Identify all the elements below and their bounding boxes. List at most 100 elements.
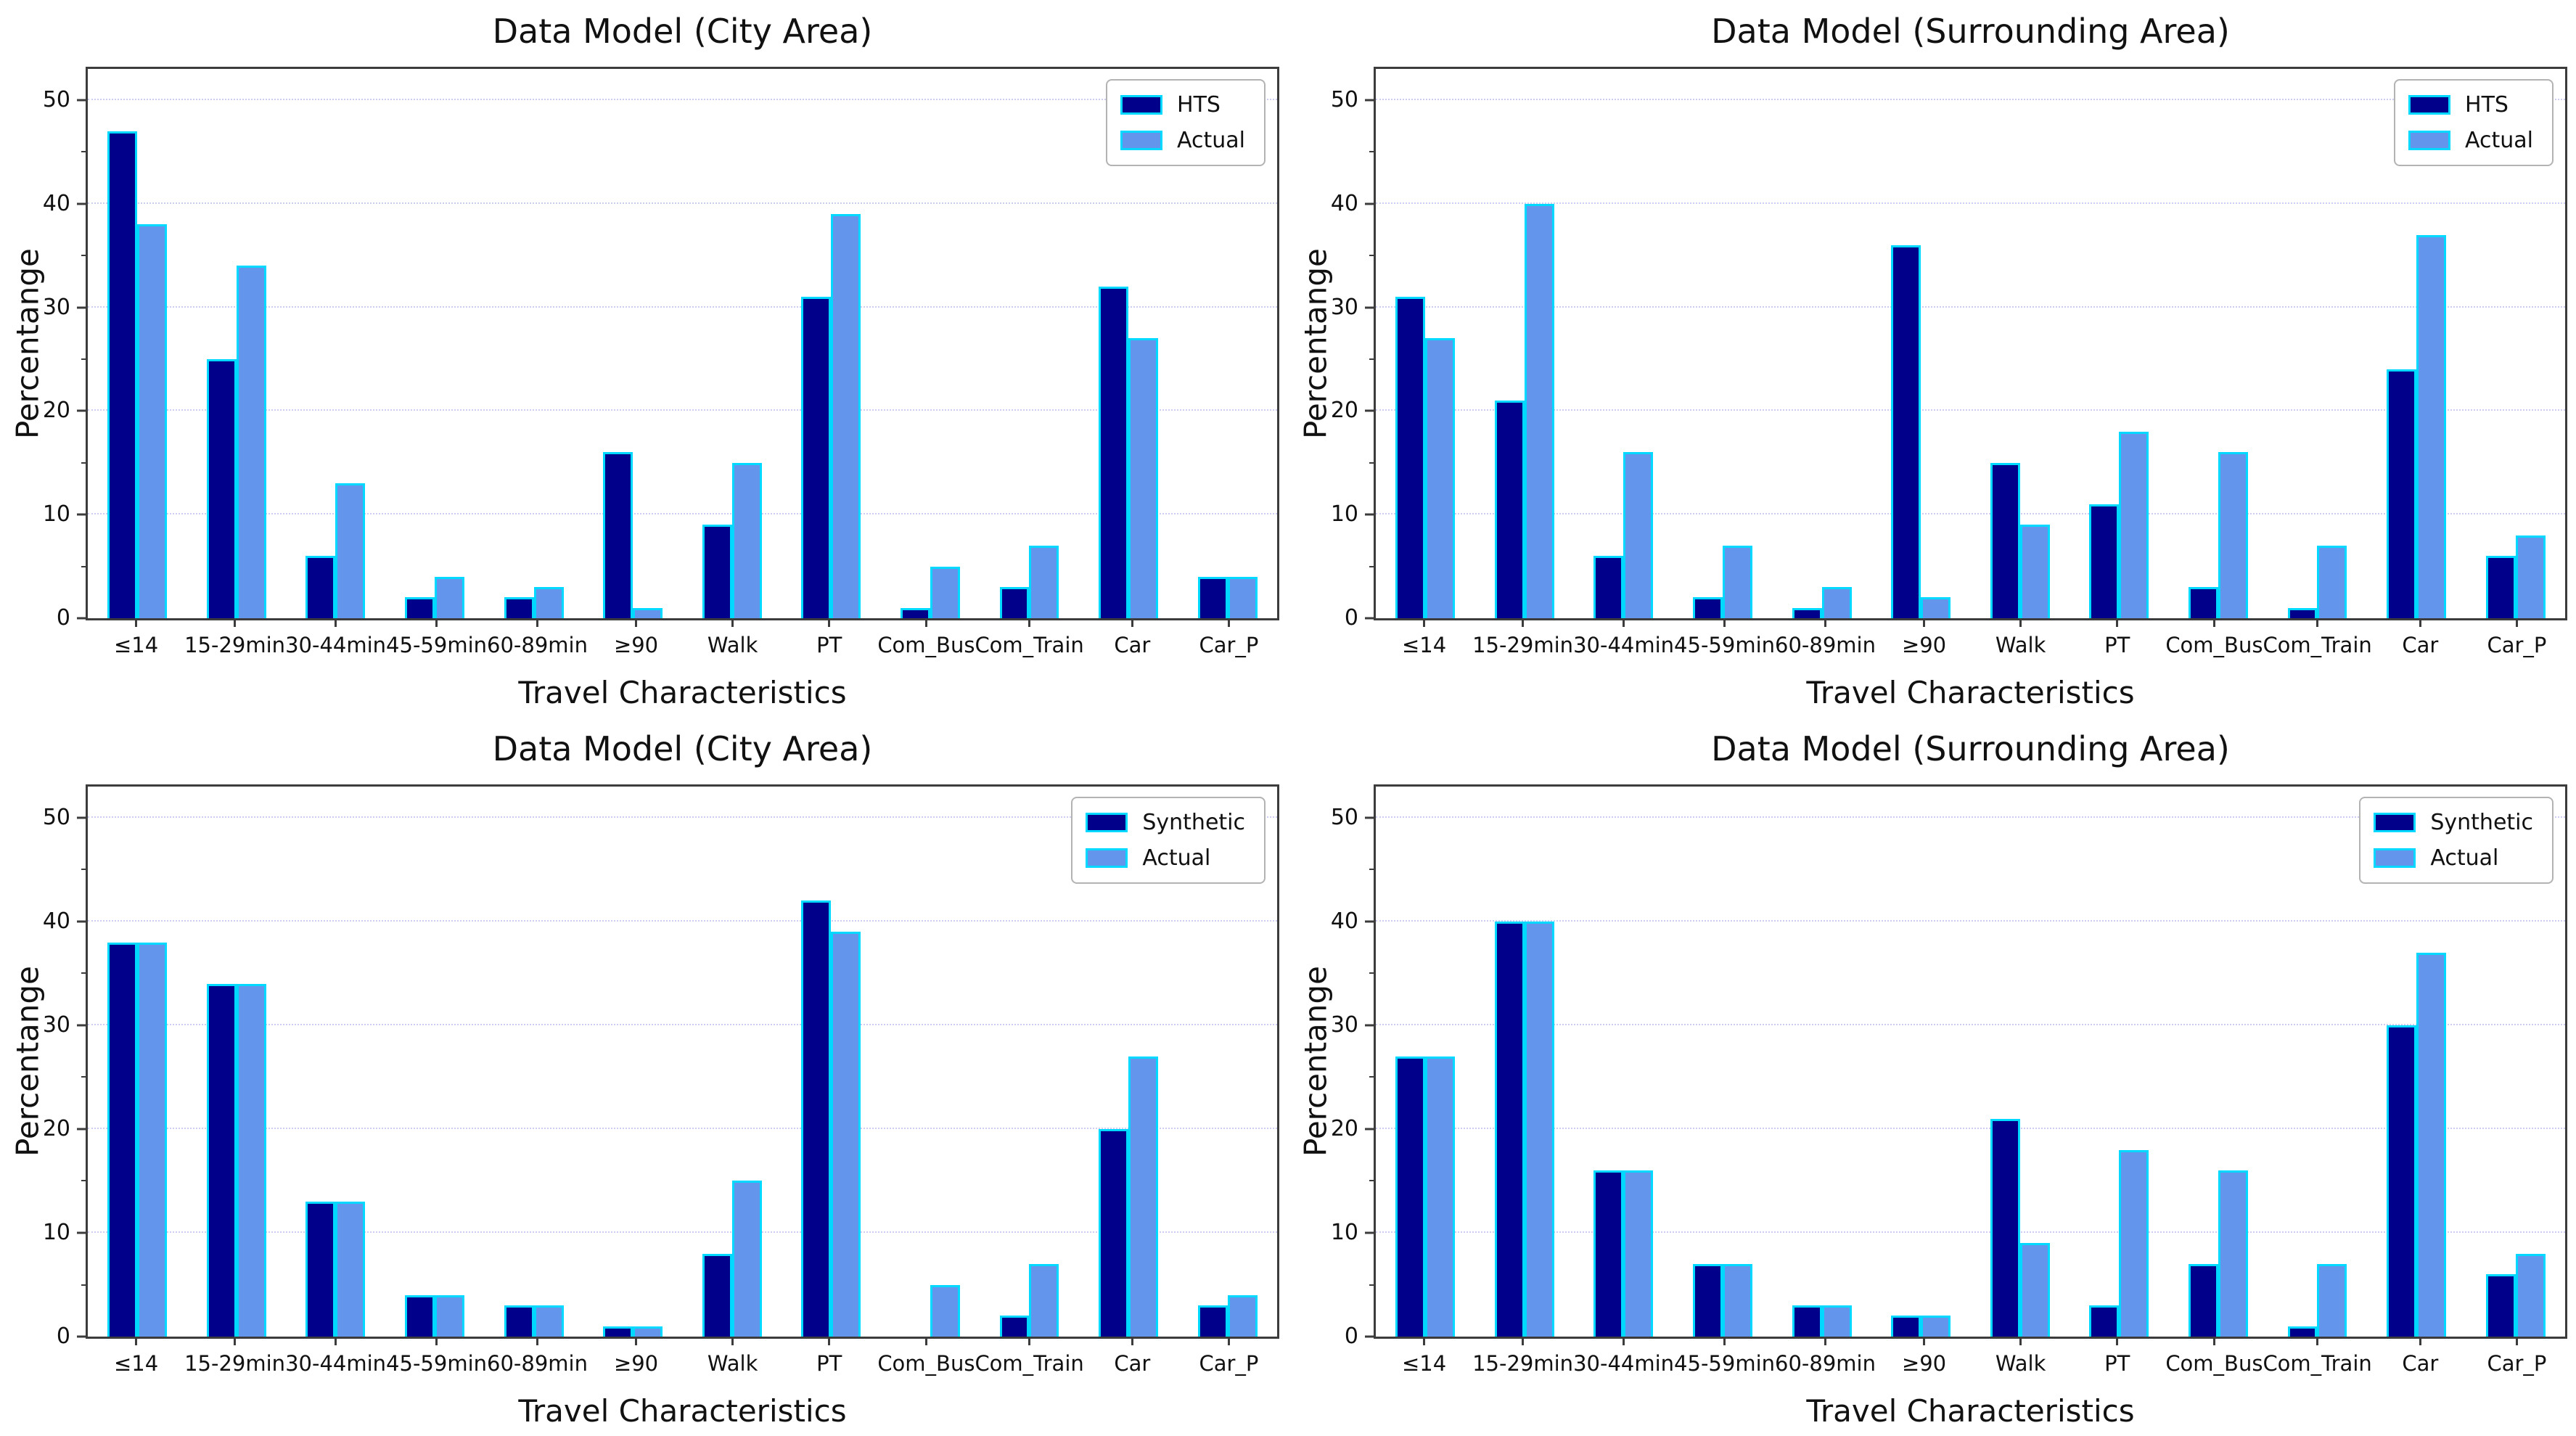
x-tick-90: ≥90: [588, 1337, 684, 1376]
bar-hts-30-44min: [1593, 556, 1624, 618]
gridline: [88, 202, 1277, 204]
x-tick-45-59min: 45-59min: [386, 1337, 487, 1376]
x-tick-label: Com_Bus: [877, 1351, 975, 1376]
bar-group-walk: [682, 787, 782, 1337]
y-tick-label: 50: [42, 804, 70, 830]
x-tick-mark: [1227, 1337, 1230, 1345]
x-axis-label: Travel Characteristics: [518, 1393, 847, 1429]
bars-layer: [1376, 69, 2565, 618]
x-tick-label: ≤14: [1401, 633, 1447, 657]
x-tick-label: 15-29min: [1472, 633, 1574, 657]
bar-actual-14: [1425, 338, 1456, 618]
y-tick-label: 10: [42, 1219, 70, 1245]
bar-actual-pt: [831, 213, 861, 618]
y-tick-mark: [77, 202, 88, 205]
x-tick-walk: Walk: [684, 618, 781, 657]
bar-group-car: [2367, 69, 2466, 618]
x-tick-mark: [731, 618, 734, 627]
gridline: [1376, 305, 2565, 308]
y-tick-mark: [1365, 920, 1376, 923]
legend-swatch-hts: [2408, 95, 2451, 115]
x-tick-label: Com_Bus: [2165, 1351, 2263, 1376]
y-minor-tick-mark: [81, 358, 88, 360]
x-tick-90: ≥90: [1876, 1337, 1972, 1376]
x-tick-com-bus: Com_Bus: [2165, 1337, 2263, 1376]
x-tick-car: Car: [1084, 1337, 1181, 1376]
bar-group-15-29min: [187, 69, 287, 618]
legend-item-actual: Actual: [2408, 128, 2533, 153]
bar-actual-15-29min: [1524, 203, 1554, 618]
y-axis-label: Percentange: [9, 248, 46, 439]
bar-group-car-p: [2466, 69, 2565, 618]
y-tick-mark: [1365, 99, 1376, 102]
y-minor-tick-mark: [1369, 565, 1376, 567]
legend-swatch-synthetic: [1086, 813, 1128, 832]
bar-group-walk: [1970, 69, 2070, 618]
bar-group-60-89min: [1772, 787, 1871, 1337]
y-minor-tick-mark: [81, 151, 88, 153]
y-tick-mark: [1365, 409, 1376, 412]
bar-actual-com-train: [1029, 1263, 1059, 1337]
y-tick-label: 40: [42, 190, 70, 216]
x-tick-mark: [2019, 1337, 2022, 1345]
x-tick-90: ≥90: [588, 618, 684, 657]
x-tick-car: Car: [2372, 618, 2469, 657]
bar-group-pt: [782, 69, 881, 618]
bar-actual-15-29min: [236, 983, 266, 1337]
x-tick-mark: [2316, 1337, 2319, 1345]
y-minor-tick-mark: [1369, 151, 1376, 153]
x-tick-45-59min: 45-59min: [386, 618, 487, 657]
y-tick-mark: [77, 1231, 88, 1234]
bar-actual-com-bus: [930, 566, 960, 618]
x-axis-label: Travel Characteristics: [518, 675, 847, 710]
x-tick-14: ≤14: [1376, 1337, 1472, 1376]
x-tick-mark: [635, 1337, 638, 1345]
bar-synthetic-15-29min: [1494, 921, 1525, 1337]
legend-label: Synthetic: [1142, 810, 1245, 835]
y-tick-label: 30: [42, 1012, 70, 1038]
chart-title: Data Model (City Area): [492, 12, 873, 51]
x-tick-mark: [1131, 618, 1133, 627]
x-tick-mark: [2019, 618, 2022, 627]
bar-actual-14: [137, 942, 168, 1337]
bar-synthetic-15-29min: [206, 983, 237, 1337]
bar-synthetic-car-p: [2485, 1274, 2516, 1337]
x-tick-mark: [1923, 1337, 1926, 1345]
bar-hts-15-29min: [1494, 401, 1525, 618]
bar-actual-30-44min: [335, 1202, 366, 1337]
legend: Synthetic Actual: [1071, 797, 1266, 884]
bar-group-car-p: [2466, 787, 2565, 1337]
y-tick-mark: [1365, 202, 1376, 205]
x-tick-mark: [1723, 1337, 1726, 1345]
x-tick-com-bus: Com_Bus: [877, 1337, 975, 1376]
bar-synthetic-com-train: [2287, 1326, 2318, 1337]
bar-synthetic-30-44min: [1593, 1170, 1624, 1337]
x-tick-label: Com_Train: [2263, 1351, 2372, 1376]
subplot-bottom-right: Data Model (Surrounding Area) Percentang…: [1288, 718, 2576, 1436]
y-tick-mark: [77, 513, 88, 516]
x-tick-label: Car: [2402, 633, 2439, 657]
y-tick-label: 20: [1330, 1115, 1358, 1141]
x-tick-30-44min: 30-44min: [285, 1337, 386, 1376]
bar-group-30-44min: [286, 787, 385, 1337]
x-tick-label: ≥90: [613, 633, 659, 657]
bar-group-com-bus: [2169, 787, 2268, 1337]
x-tick-mark: [1522, 618, 1525, 627]
bars-layer: [88, 787, 1277, 1337]
plot-area: 0 10 20 30 40 50 ≤14 15-29min 30-44min 45-59min 60…: [43, 67, 1279, 657]
legend-label: Actual: [2430, 845, 2499, 871]
x-tick-com-train: Com_Train: [975, 618, 1084, 657]
y-tick-label: 50: [42, 86, 70, 112]
bar-group-pt: [2070, 69, 2169, 618]
x-tick-car-p: Car_P: [1181, 1337, 1277, 1376]
x-tick-label: Walk: [1995, 633, 2046, 657]
bar-synthetic-90: [603, 1326, 633, 1337]
x-tick-car: Car: [2372, 1337, 2469, 1376]
bar-group-car: [2367, 787, 2466, 1337]
x-tick-label: 60-89min: [487, 1351, 588, 1376]
x-tick-label: 45-59min: [386, 633, 488, 657]
bar-group-45-59min: [1673, 787, 1773, 1337]
x-tick-label: Car: [1114, 1351, 1151, 1376]
y-minor-tick-mark: [81, 1180, 88, 1182]
legend-item-hts: HTS: [1120, 92, 1245, 118]
